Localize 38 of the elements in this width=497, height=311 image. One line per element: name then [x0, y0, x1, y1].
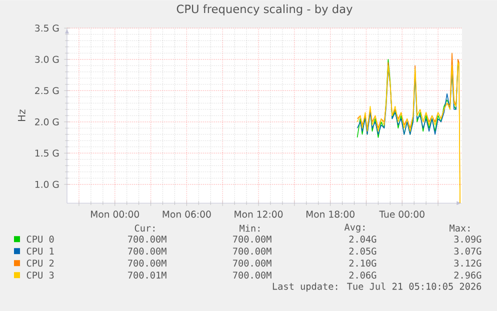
text: 2.96G — [454, 272, 482, 279]
legend-label: CPU 1 — [26, 248, 54, 255]
text: 2.04G — [349, 236, 376, 243]
x-tick-label: Mon 00:00 — [91, 210, 140, 218]
y-axis-title: Hz — [18, 110, 26, 121]
text: Min: — [240, 224, 260, 232]
text: 3.12G — [454, 260, 482, 267]
text: 700.00M — [233, 260, 272, 267]
text: 700.00M — [233, 272, 272, 279]
y-tick-label: 1.5 G — [35, 150, 59, 157]
text: 3.09G — [454, 236, 482, 243]
text: 2.06G — [349, 272, 376, 279]
x-tick-label: Mon 12:00 — [234, 210, 283, 218]
x-tick-label: Mon 06:00 — [162, 210, 211, 218]
legend-label: CPU 3 — [26, 272, 54, 279]
text: 700.00M — [233, 236, 272, 243]
text: 3.07G — [454, 248, 482, 255]
text: 2.05G — [349, 248, 376, 255]
text: 700.01M — [128, 272, 166, 279]
text: 700.00M — [128, 236, 166, 243]
chart-title: CPU frequency scaling - by day — [176, 4, 352, 16]
text: Max: — [450, 224, 470, 232]
legend-label: CPU 2 — [26, 260, 54, 267]
y-tick-label: 3.0 G — [35, 56, 59, 63]
x-tick-label: Tue 00:00 — [379, 210, 424, 218]
x-tick-label: Mon 18:00 — [306, 210, 354, 218]
text: 2.10G — [349, 260, 376, 267]
legend-label: CPU 0 — [26, 236, 54, 243]
text: Avg: — [344, 224, 364, 232]
text: Last update: Tue Jul 21 05:10:05 2026 — [272, 282, 482, 292]
text: Cur: — [134, 224, 154, 232]
text: 700.00M — [128, 248, 166, 255]
y-tick-label: 2.0 G — [35, 118, 59, 126]
y-tick-label: 2.5 G — [35, 87, 59, 94]
text: 700.00M — [128, 260, 166, 267]
y-tick-label: 1.0 G — [35, 180, 59, 188]
text: 700.00M — [233, 248, 272, 255]
y-tick-label: 3.5 G — [35, 24, 59, 32]
